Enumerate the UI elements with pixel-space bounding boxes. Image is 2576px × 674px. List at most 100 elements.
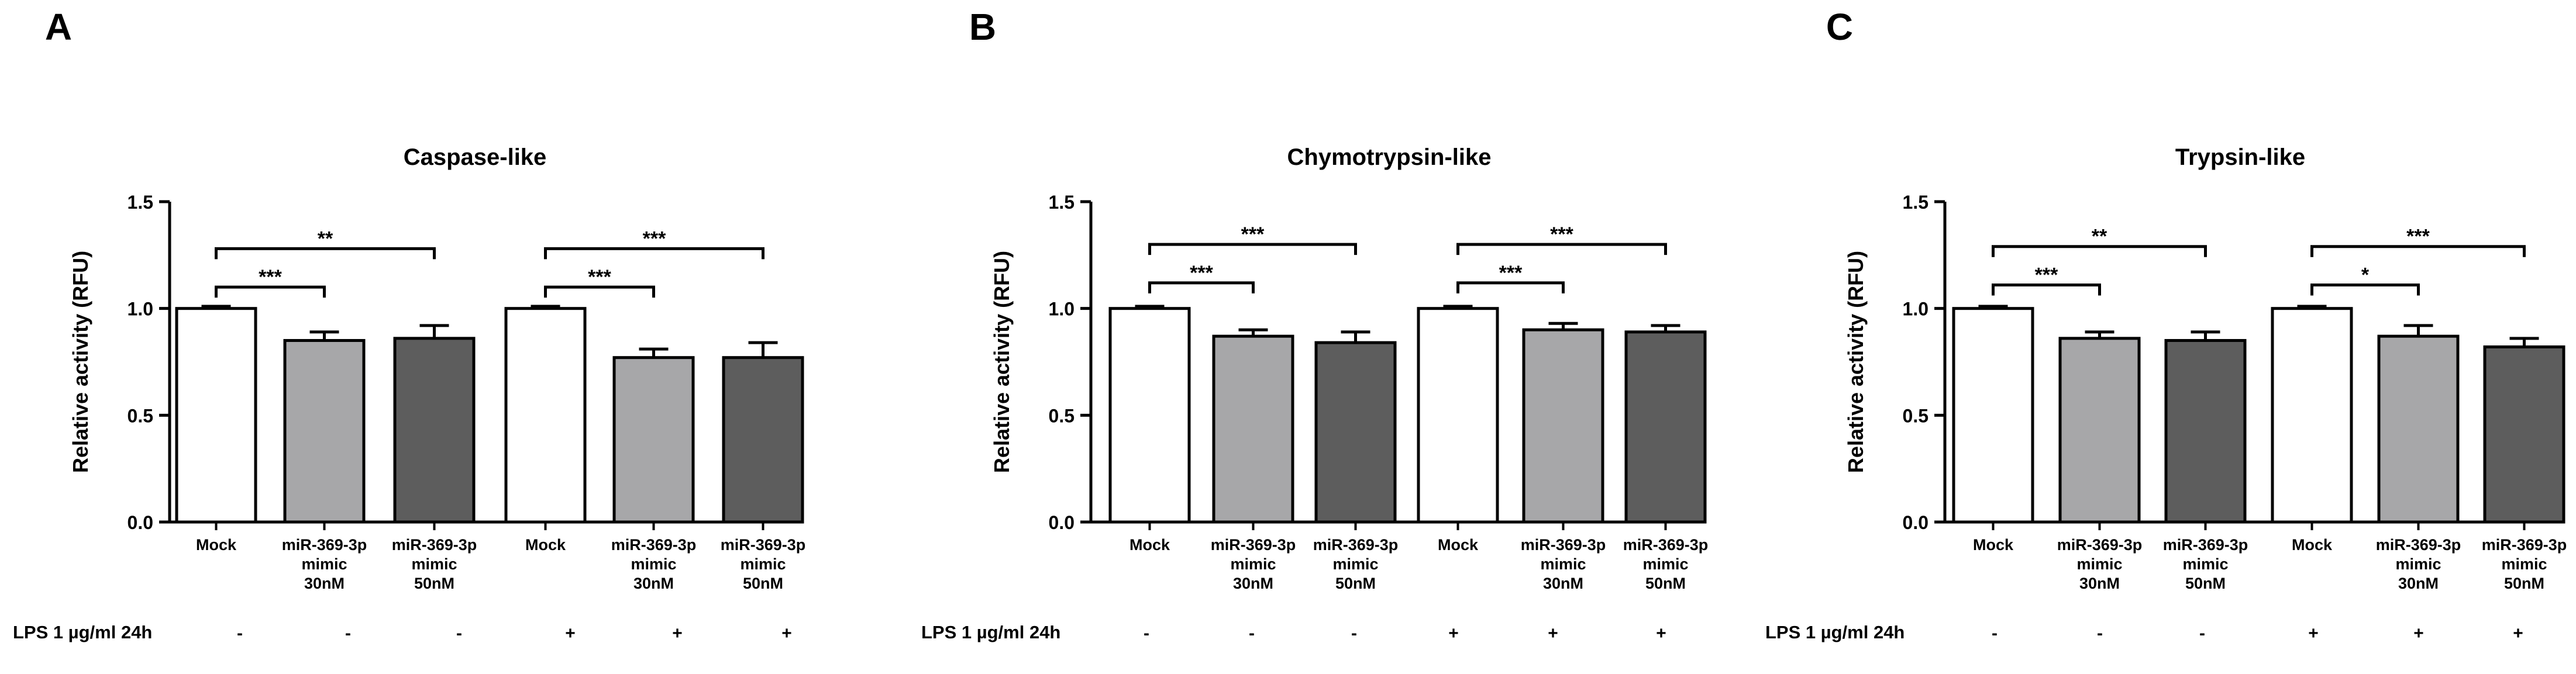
significance-bracket-3	[2310, 283, 2420, 296]
x-tick-label-line: miR-369-3p	[2163, 536, 2248, 554]
x-tick-label-4: Mock	[1438, 536, 1479, 554]
lps-sign-1: -	[1144, 624, 1149, 643]
y-tick-label: 0.5	[1049, 405, 1075, 426]
bar-4	[504, 307, 587, 524]
significance-label-2: **	[318, 227, 333, 250]
y-tick-label: 1.5	[1903, 192, 1928, 213]
lps-sign-3: -	[2199, 624, 2205, 643]
lps-sign-5: +	[2413, 624, 2424, 643]
lps-sign-1: -	[237, 624, 243, 643]
bar-4	[2271, 307, 2353, 524]
panel-letter: B	[969, 6, 996, 48]
bar-1	[175, 307, 257, 524]
x-tick-label-line: mimic	[631, 555, 676, 573]
significance-label-1: ***	[1190, 262, 1213, 284]
lps-sign-1: -	[1992, 624, 1998, 643]
x-tick-label-line: miR-369-3p	[2376, 536, 2461, 554]
y-axis-label: Relative activity (RFU)	[1844, 251, 1868, 473]
x-tick-label-line: 30nM	[304, 575, 345, 592]
x-tick-label-line: 50nM	[2504, 575, 2544, 592]
significance-label-1: ***	[2035, 264, 2058, 286]
x-tick-label-line: Mock	[196, 536, 237, 554]
x-tick-label-line: Mock	[1129, 536, 1170, 554]
significance-bracket-1	[215, 285, 326, 298]
chart-panel-b: B Chymotrypsin-like Relative activity (RFU…	[921, 6, 1708, 643]
significance-bracket-4	[544, 247, 764, 260]
y-axis-label: Relative activity (RFU)	[990, 251, 1014, 473]
x-tick-label-line: Mock	[1973, 536, 2014, 554]
y-tick-label: 1.5	[1049, 192, 1075, 213]
x-tick-label-4: Mock	[525, 536, 566, 554]
x-tick-label-line: mimic	[301, 555, 347, 573]
y-tick-label: 0.5	[1903, 405, 1928, 426]
y-tick-label: 1.0	[128, 299, 153, 320]
y-tick-label: 1.0	[1049, 299, 1075, 320]
lps-sign-4: +	[2308, 624, 2319, 643]
x-tick-label-line: Mock	[2292, 536, 2333, 554]
significance-label-4: ***	[2406, 226, 2430, 248]
x-tick-label-5: miR-369-3p mimic 30nM	[1521, 536, 1606, 592]
panel-letter: C	[1826, 6, 1853, 48]
x-tick-label-line: mimic	[2395, 555, 2441, 573]
significance-bracket-2	[1992, 245, 2207, 257]
y-axis-label: Relative activity (RFU)	[68, 251, 92, 473]
x-tick-label-1: Mock	[196, 536, 237, 554]
bar-3	[393, 337, 476, 524]
y-tick-label: 0.0	[128, 512, 153, 533]
x-tick-label-line: 50nM	[1335, 575, 1376, 592]
significance-bracket-3	[1456, 281, 1565, 293]
x-tick-label-4: Mock	[2292, 536, 2333, 554]
lps-sign-6: +	[2513, 624, 2523, 643]
bar-5	[2377, 334, 2460, 524]
significance-bracket-1	[1148, 281, 1255, 293]
significance-label-4: ***	[643, 227, 666, 250]
chart-panel-a: A Caspase-like Relative activity (RFU) 0.0 0…	[13, 6, 805, 643]
x-tick-label-line: miR-369-3p	[1211, 536, 1296, 554]
significance-label-3: ***	[588, 266, 611, 288]
x-tick-label-line: mimic	[1332, 555, 1378, 573]
bar-5	[612, 356, 695, 524]
significance-bracket-2	[215, 247, 436, 260]
y-tick-label: 0.0	[1049, 512, 1075, 533]
x-tick-label-line: miR-369-3p	[2057, 536, 2143, 554]
x-tick-label-line: mimic	[411, 555, 457, 573]
bar-6	[1624, 330, 1707, 524]
x-tick-label-line: mimic	[740, 555, 786, 573]
significance-bracket-4	[2310, 245, 2526, 257]
x-tick-label-line: miR-369-3p	[1521, 536, 1606, 554]
lps-row-label: LPS 1 µg/ml 24h	[13, 622, 152, 642]
x-tick-label-line: miR-369-3p	[392, 536, 477, 554]
y-tick-label: 0.0	[1903, 512, 1928, 533]
x-tick-label-3: miR-369-3p mimic 50nM	[392, 536, 477, 592]
significance-label-3: ***	[1499, 262, 1523, 284]
x-tick-label-line: miR-369-3p	[282, 536, 367, 554]
lps-sign-2: -	[2097, 624, 2103, 643]
lps-sign-3: -	[1351, 624, 1357, 643]
x-tick-label-line: Mock	[525, 536, 566, 554]
x-tick-label-2: miR-369-3p mimic 30nM	[2057, 536, 2143, 592]
x-tick-label-line: miR-369-3p	[2482, 536, 2567, 554]
x-tick-label-line: 50nM	[1645, 575, 1686, 592]
x-tick-label-line: 50nM	[743, 575, 783, 592]
x-tick-label-line: miR-369-3p	[1623, 536, 1709, 554]
bar-1	[1952, 307, 2034, 524]
significance-label-2: ***	[1241, 223, 1265, 246]
bar-2	[283, 338, 366, 524]
y-tick-label: 0.5	[128, 405, 153, 426]
lps-sign-4: +	[1448, 624, 1459, 643]
bar-6	[2483, 345, 2565, 524]
bar-5	[1522, 328, 1604, 524]
chart-title: Caspase-like	[404, 144, 547, 170]
x-tick-label-line: miR-369-3p	[721, 536, 806, 554]
x-tick-label-line: mimic	[1540, 555, 1586, 573]
chart-title: Trypsin-like	[2175, 144, 2305, 170]
x-tick-label-2: miR-369-3p mimic 30nM	[1211, 536, 1296, 592]
x-tick-label-5: miR-369-3p mimic 30nM	[611, 536, 697, 592]
x-tick-label-6: miR-369-3p mimic 50nM	[2482, 536, 2567, 592]
significance-label-1: ***	[259, 266, 282, 288]
bar-4	[1417, 307, 1499, 524]
lps-sign-6: +	[1656, 624, 1666, 643]
lps-sign-3: -	[456, 624, 462, 643]
x-tick-label-line: 50nM	[414, 575, 454, 592]
y-tick-label: 1.0	[1903, 299, 1928, 320]
